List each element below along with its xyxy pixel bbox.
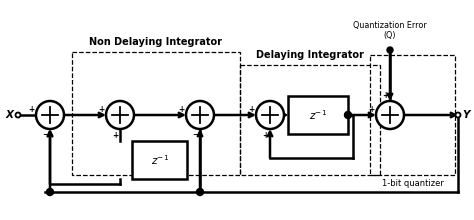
Text: +: + — [262, 130, 268, 139]
Circle shape — [16, 112, 20, 117]
Bar — [370, 55, 455, 175]
Text: Y: Y — [462, 110, 470, 120]
Bar — [133, 141, 188, 179]
Text: $z^{-1}$: $z^{-1}$ — [309, 108, 327, 122]
Text: +: + — [248, 106, 254, 114]
Circle shape — [46, 189, 54, 196]
Circle shape — [36, 101, 64, 129]
Circle shape — [376, 101, 404, 129]
Bar — [72, 52, 240, 175]
Circle shape — [106, 101, 134, 129]
Circle shape — [345, 112, 352, 119]
Text: +: + — [382, 90, 388, 99]
Text: 1-bit quantizer: 1-bit quantizer — [382, 179, 444, 188]
Text: −: − — [192, 130, 198, 139]
Text: $z^{-1}$: $z^{-1}$ — [151, 153, 169, 167]
Circle shape — [256, 101, 284, 129]
Circle shape — [456, 112, 461, 117]
Text: Non Delaying Integrator: Non Delaying Integrator — [90, 37, 222, 47]
Text: +: + — [112, 130, 118, 139]
Bar — [240, 65, 380, 175]
Text: Quantization Error
(Q): Quantization Error (Q) — [353, 21, 427, 40]
Text: +: + — [178, 106, 184, 114]
Circle shape — [186, 101, 214, 129]
Text: o: o — [17, 113, 20, 118]
Text: +: + — [98, 106, 104, 114]
Text: X: X — [6, 110, 14, 120]
Text: −: − — [42, 130, 48, 139]
Text: +: + — [28, 106, 34, 114]
Text: +: + — [368, 106, 374, 114]
Bar — [288, 96, 348, 134]
Circle shape — [387, 47, 393, 53]
Text: Delaying Integrator: Delaying Integrator — [256, 50, 364, 60]
Circle shape — [197, 189, 203, 196]
